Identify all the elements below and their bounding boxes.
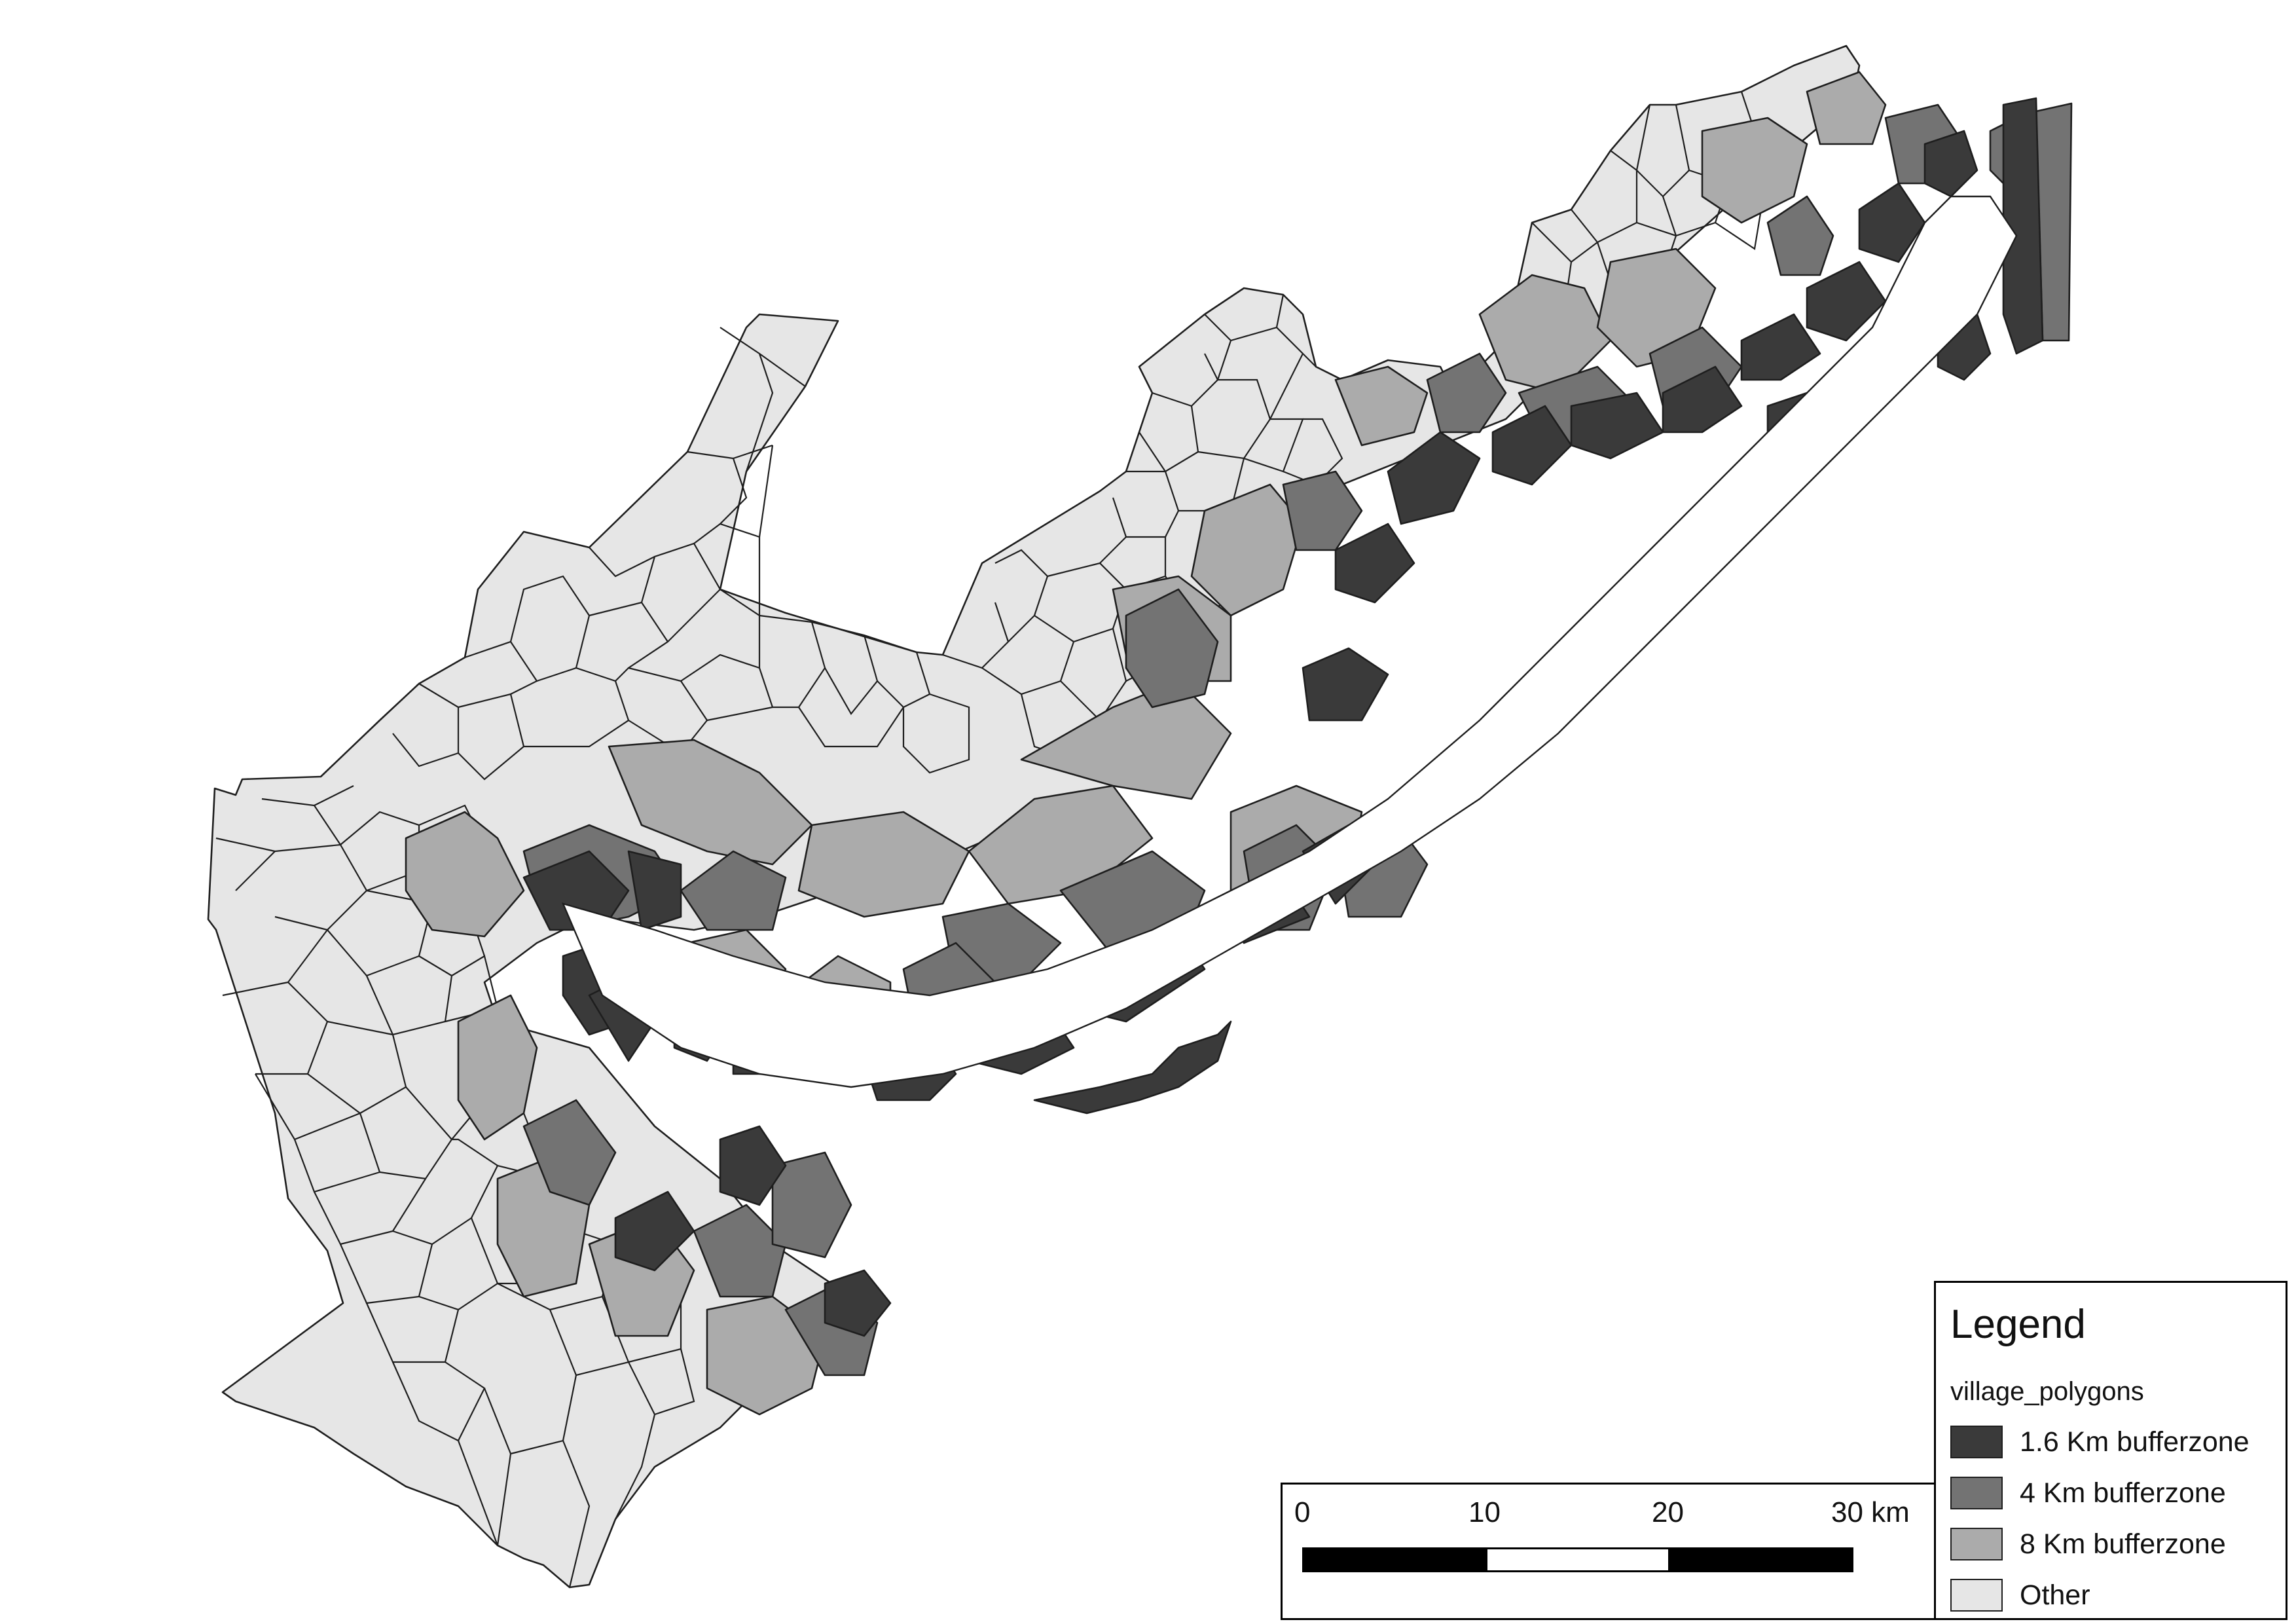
legend-swatch-8km xyxy=(1950,1528,2003,1560)
legend-label-1-6km: 1.6 Km bufferzone xyxy=(2020,1426,2250,1458)
scale-segment-3 xyxy=(1669,1547,1853,1572)
scale-segment-1 xyxy=(1302,1547,1487,1572)
legend-item-8km: 8 Km bufferzone xyxy=(1950,1528,2278,1563)
other-villages-west xyxy=(215,91,1769,1588)
legend-panel: Legend village_polygons 1.6 Km bufferzon… xyxy=(1934,1281,2287,1620)
scale-segment-2 xyxy=(1485,1547,1670,1572)
scale-segments xyxy=(1302,1547,1853,1572)
legend-item-other: Other xyxy=(1950,1579,2278,1614)
shoreline-strip xyxy=(1033,1020,1232,1115)
legend-label-4km: 4 Km bufferzone xyxy=(2020,1477,2226,1509)
legend-swatch-4km xyxy=(1950,1477,2003,1509)
scale-tick-30-km: 30 km xyxy=(1831,1496,1910,1528)
legend-title: Legend xyxy=(1950,1302,2086,1347)
scale-tick-0: 0 xyxy=(1294,1496,1311,1528)
legend-item-1-6km: 1.6 Km bufferzone xyxy=(1950,1426,2278,1461)
legend-label-8km: 8 Km bufferzone xyxy=(2020,1528,2226,1560)
scale-tick-10: 10 xyxy=(1468,1496,1501,1528)
legend-layer-name: village_polygons xyxy=(1950,1377,2144,1406)
scale-tick-20: 20 xyxy=(1652,1496,1684,1528)
legend-item-4km: 4 Km bufferzone xyxy=(1950,1477,2278,1512)
estuary-water xyxy=(561,195,2018,1088)
scale-bar: 0 10 20 30 km xyxy=(1281,1483,1934,1620)
legend-swatch-other xyxy=(1950,1579,2003,1612)
legend-label-other: Other xyxy=(2020,1579,2090,1611)
legend-swatch-1-6km xyxy=(1950,1426,2003,1458)
